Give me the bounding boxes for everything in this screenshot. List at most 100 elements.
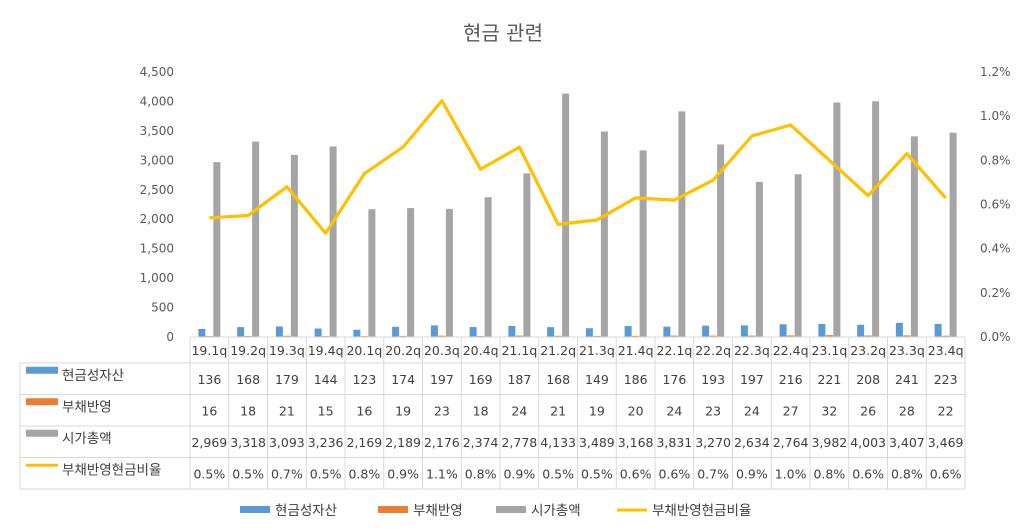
- data-label: 0.8%: [813, 466, 845, 481]
- bar: [670, 335, 678, 337]
- bar: [639, 150, 647, 337]
- table-row-key: [26, 398, 58, 406]
- data-label: 3,093: [269, 435, 305, 450]
- bar: [392, 326, 400, 337]
- bar: [787, 335, 795, 337]
- bar: [949, 132, 957, 337]
- data-label: 20: [628, 403, 644, 418]
- data-label: 186: [624, 372, 648, 387]
- bar: [895, 322, 903, 337]
- bar: [445, 208, 453, 337]
- bar: [857, 324, 865, 337]
- category-label: 23.1q: [811, 343, 847, 358]
- y-left-tick-label: 3,000: [140, 153, 174, 167]
- data-label: 4,133: [540, 435, 576, 450]
- data-label: 2,778: [501, 435, 537, 450]
- table-row-label: 부채반영현금비율: [62, 462, 161, 478]
- data-label: 0.5%: [310, 466, 342, 481]
- data-label: 21: [279, 403, 295, 418]
- data-label: 0.6%: [658, 466, 690, 481]
- legend-key: [496, 506, 526, 513]
- data-label: 221: [817, 372, 841, 387]
- data-label: 24: [511, 403, 527, 418]
- y-right-tick-label: 0.8%: [980, 153, 1011, 167]
- y-right-tick-label: 0.0%: [980, 330, 1011, 344]
- data-label: 176: [662, 372, 686, 387]
- data-label: 187: [507, 372, 531, 387]
- category-label: 19.3q: [269, 343, 305, 358]
- data-label: 16: [201, 403, 217, 418]
- bar: [934, 323, 942, 337]
- category-label: 23.3q: [889, 343, 925, 358]
- ratio-line: [209, 99, 947, 235]
- data-label: 0.9%: [736, 466, 768, 481]
- bar: [910, 136, 918, 337]
- bar: [864, 335, 872, 337]
- data-label: 197: [740, 372, 764, 387]
- category-label: 23.4q: [928, 343, 964, 358]
- bar: [484, 197, 492, 337]
- data-label: 18: [473, 403, 489, 418]
- y-left-tick-label: 500: [151, 301, 174, 315]
- data-label: 144: [314, 372, 338, 387]
- bar: [275, 326, 283, 337]
- table-row-label: 현금성자산: [62, 368, 124, 384]
- y-left-tick-label: 1,500: [140, 242, 174, 256]
- data-label: 136: [197, 372, 221, 387]
- bar: [702, 325, 710, 337]
- bar: [600, 131, 608, 337]
- bar: [515, 335, 523, 337]
- bar: [213, 162, 221, 337]
- bar: [585, 328, 593, 337]
- bar: [872, 101, 880, 337]
- bar: [329, 146, 337, 337]
- bar: [430, 325, 438, 337]
- category-label: 20.3q: [424, 343, 460, 358]
- data-label: 32: [821, 403, 837, 418]
- data-label: 223: [934, 372, 958, 387]
- data-label: 26: [860, 403, 876, 418]
- category-label: 21.2q: [540, 343, 576, 358]
- bar: [794, 174, 802, 337]
- data-label: 0.9%: [503, 466, 535, 481]
- data-label: 0.9%: [387, 466, 419, 481]
- category-label: 22.4q: [773, 343, 809, 358]
- y-right-tick-label: 0.6%: [980, 198, 1011, 212]
- y-right-tick-label: 0.4%: [980, 242, 1011, 256]
- y-left-tick-label: 4,000: [140, 94, 174, 108]
- data-label: 3,407: [889, 435, 925, 450]
- bar: [523, 173, 531, 337]
- y-left-tick-label: 3,500: [140, 124, 174, 138]
- data-label: 24: [744, 403, 760, 418]
- data-label: 168: [546, 372, 570, 387]
- data-label: 3,270: [695, 435, 731, 450]
- category-label: 20.2q: [385, 343, 421, 358]
- data-label: 197: [430, 372, 454, 387]
- data-label: 22: [938, 403, 954, 418]
- bar: [663, 326, 671, 337]
- data-label: 21: [550, 403, 566, 418]
- chart-title: 현금 관련: [463, 21, 543, 45]
- legend-label: 부채반영: [413, 503, 463, 519]
- bar: [198, 328, 206, 337]
- legend-key: [240, 506, 270, 513]
- data-label: 179: [275, 372, 299, 387]
- bar: [903, 335, 911, 337]
- data-label: 0.6%: [852, 466, 884, 481]
- bar: [678, 111, 686, 337]
- category-label: 22.3q: [734, 343, 770, 358]
- bar: [508, 325, 516, 337]
- data-label: 3,489: [579, 435, 615, 450]
- data-label: 3,236: [308, 435, 344, 450]
- data-label: 16: [356, 403, 372, 418]
- data-label: 0.5%: [232, 466, 264, 481]
- bar: [244, 335, 252, 337]
- y-left-tick-label: 2,000: [140, 212, 174, 226]
- data-label: 0.5%: [542, 466, 574, 481]
- legend-key: [378, 506, 408, 513]
- data-label: 19: [395, 403, 411, 418]
- bar: [779, 324, 787, 337]
- data-label: 193: [701, 372, 725, 387]
- data-label: 3,168: [618, 435, 654, 450]
- data-label: 174: [391, 372, 415, 387]
